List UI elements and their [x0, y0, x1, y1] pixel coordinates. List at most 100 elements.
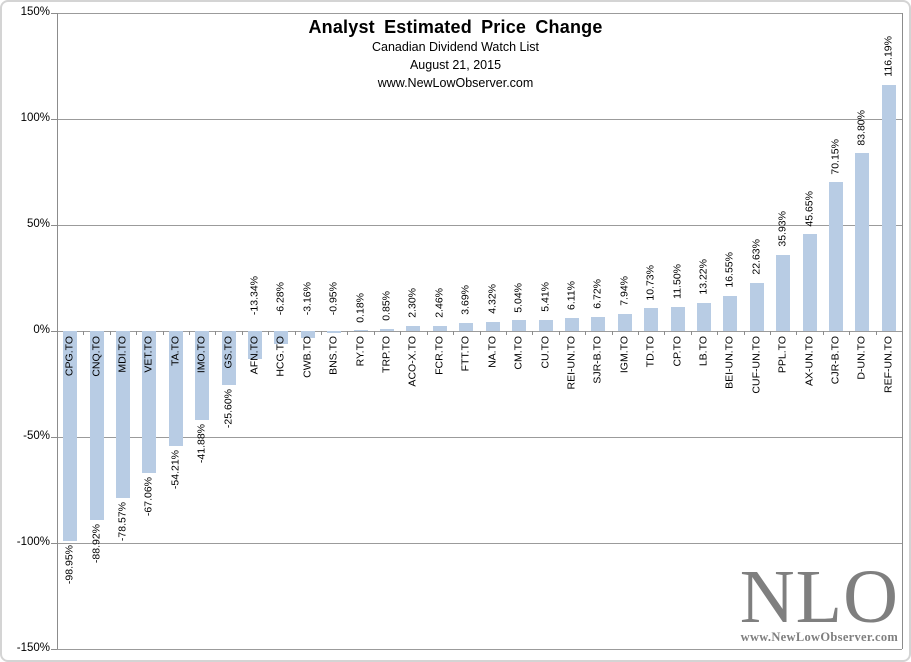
- bar-value-label: 70.15%: [829, 138, 842, 175]
- bar-category-label: GS.TO: [222, 336, 235, 369]
- bar-value-label: -3.16%: [301, 281, 314, 315]
- bar-category-label: AFN.TO: [248, 336, 261, 375]
- nlo-logo-text: NLO: [739, 554, 899, 639]
- bar-category-label: TD.TO: [644, 336, 657, 368]
- bar-value-label: 35.93%: [776, 211, 789, 247]
- bar-value-label: 45.65%: [803, 190, 816, 227]
- bar-value-label: 83.80%: [855, 109, 868, 146]
- bar: [168, 331, 183, 446]
- gridline: [57, 119, 902, 120]
- bar-value-label: 22.63%: [750, 239, 763, 276]
- bar-value-label: 7.94%: [618, 276, 631, 307]
- x-axis-tick: [109, 331, 111, 335]
- gridline: [57, 13, 902, 14]
- x-axis-tick: [849, 331, 851, 335]
- bar-value-label: 0.18%: [354, 292, 367, 323]
- bar-value-label: 2.46%: [433, 288, 446, 318]
- bar: [459, 323, 474, 331]
- bar-value-label: -25.60%: [222, 389, 235, 429]
- y-axis-label: 150%: [20, 6, 50, 18]
- bar-value-label: 16.55%: [723, 252, 736, 288]
- x-axis-tick: [294, 331, 296, 335]
- x-axis-tick: [769, 331, 771, 335]
- x-axis-tick: [136, 331, 138, 335]
- bar-category-label: BNS.TO: [327, 336, 340, 375]
- bar-value-label: 6.72%: [591, 278, 604, 309]
- x-axis-tick: [400, 331, 402, 335]
- x-axis-tick: [347, 331, 349, 335]
- bar: [749, 283, 764, 331]
- bar: [274, 331, 289, 345]
- bar-value-label: 5.04%: [512, 282, 525, 313]
- bar-category-label: FTT.TO: [459, 336, 472, 372]
- y-axis-tick: [51, 13, 57, 14]
- bar-value-label: 6.11%: [565, 281, 578, 311]
- bar-value-label: 3.69%: [459, 285, 472, 316]
- gridline: [57, 543, 902, 544]
- bar-category-label: REI-UN.TO: [565, 336, 578, 390]
- bar: [881, 84, 896, 331]
- x-axis-tick: [453, 331, 455, 335]
- y-axis-label: -100%: [16, 536, 50, 548]
- x-axis-tick: [189, 331, 191, 335]
- x-axis-tick: [57, 331, 58, 335]
- bar-category-label: REF-UN.TO: [882, 336, 895, 393]
- bar-category-label: TRP.TO: [380, 336, 393, 373]
- bar: [248, 331, 263, 360]
- bar-value-label: -13.34%: [248, 275, 261, 315]
- bar: [696, 302, 711, 331]
- x-axis-tick: [241, 331, 243, 335]
- x-axis-tick: [479, 331, 481, 335]
- bar: [591, 316, 606, 331]
- x-axis-tick: [743, 331, 745, 335]
- bar: [221, 331, 236, 386]
- x-axis-tick: [215, 331, 217, 335]
- x-axis-tick: [532, 331, 534, 335]
- bar-category-label: MDI.TO: [116, 336, 129, 373]
- x-axis-tick: [268, 331, 270, 335]
- bar-category-label: AX-UN.TO: [803, 336, 816, 386]
- bar-value-label: 11.50%: [671, 263, 684, 299]
- y-axis-tick: [51, 225, 57, 226]
- bar: [855, 153, 870, 331]
- bar: [485, 321, 500, 331]
- y-axis-label: 50%: [26, 218, 50, 230]
- bar-category-label: SJR-B.TO: [591, 336, 604, 384]
- x-axis-tick: [83, 331, 85, 335]
- bar-value-label: 13.22%: [697, 259, 710, 295]
- bar-value-label: -0.95%: [327, 281, 340, 315]
- bar-value-label: -67.06%: [142, 477, 155, 517]
- chart-subtitle-watchlist: Canadian Dividend Watch List: [372, 40, 539, 54]
- x-axis-tick: [796, 331, 798, 335]
- bar: [776, 254, 791, 331]
- bar-value-label: -78.57%: [116, 501, 129, 541]
- y-axis-tick: [51, 649, 57, 650]
- x-axis-tick: [690, 331, 692, 335]
- bar: [538, 319, 553, 331]
- bar-category-label: CP.TO: [671, 336, 684, 367]
- bar-category-label: VET.TO: [142, 336, 155, 373]
- bar: [142, 331, 157, 474]
- bar: [380, 329, 395, 331]
- x-axis-tick: [162, 331, 164, 335]
- bar: [564, 318, 579, 331]
- gridline: [57, 225, 902, 226]
- bar-value-label: -6.28%: [274, 281, 287, 315]
- bar-value-label: 2.30%: [406, 288, 419, 319]
- bar: [353, 330, 368, 331]
- y-axis-label: -150%: [16, 642, 50, 654]
- bar-value-label: -54.21%: [169, 449, 182, 490]
- bar: [828, 182, 843, 331]
- nlo-logo-url: www.NewLowObserver.com: [740, 630, 899, 644]
- x-axis-tick: [505, 331, 507, 335]
- bar-category-label: CJR-B.TO: [829, 336, 842, 385]
- y-axis-tick: [51, 331, 57, 332]
- x-axis-tick: [717, 331, 719, 335]
- gridline: [57, 649, 902, 650]
- bar: [406, 326, 421, 331]
- bar-category-label: LB.TO: [697, 336, 710, 367]
- bar-value-label: 5.41%: [539, 281, 552, 312]
- gridline: [57, 437, 902, 438]
- y-axis-label: 0%: [33, 324, 50, 336]
